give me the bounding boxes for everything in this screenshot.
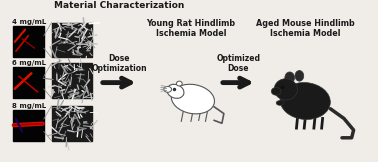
- Ellipse shape: [271, 87, 281, 95]
- Ellipse shape: [167, 84, 184, 98]
- Ellipse shape: [274, 79, 297, 100]
- Text: 6 mg/mL: 6 mg/mL: [12, 60, 46, 66]
- Bar: [13, 26, 44, 58]
- Text: Young Rat Hindlimb
Ischemia Model: Young Rat Hindlimb Ischemia Model: [146, 19, 235, 38]
- Ellipse shape: [164, 87, 172, 92]
- Bar: [51, 63, 92, 98]
- Ellipse shape: [295, 70, 304, 81]
- Bar: [13, 110, 44, 141]
- Ellipse shape: [285, 72, 294, 84]
- Ellipse shape: [280, 83, 330, 119]
- Bar: [13, 67, 44, 98]
- Ellipse shape: [177, 81, 182, 86]
- Ellipse shape: [276, 100, 284, 105]
- Text: Dose
Optimization: Dose Optimization: [91, 53, 147, 73]
- Text: Aged Mouse Hindlimb
Ischemia Model: Aged Mouse Hindlimb Ischemia Model: [256, 19, 355, 38]
- Text: 4 mg/mL: 4 mg/mL: [12, 19, 46, 25]
- Text: 8 mg/mL: 8 mg/mL: [12, 103, 46, 109]
- Ellipse shape: [171, 84, 214, 114]
- Bar: [51, 23, 92, 58]
- Text: Optimized
Dose: Optimized Dose: [216, 53, 260, 73]
- Text: Material Characterization: Material Characterization: [54, 1, 185, 10]
- Bar: [51, 106, 92, 141]
